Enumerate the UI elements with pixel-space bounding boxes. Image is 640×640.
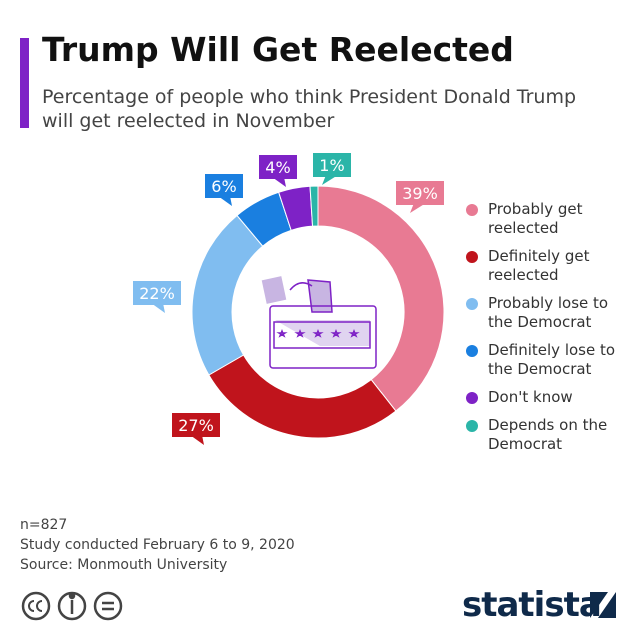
ballot-icon [261,276,377,369]
note: n=827 [20,517,68,533]
legend-swatch [466,251,478,263]
legend-swatch [466,345,478,357]
label-pointer [272,177,286,187]
legend-item: Don't know [466,388,631,407]
legend-label: Don't know [488,388,573,406]
label-box [396,181,444,205]
legend-item: Probably lose to the Democrat [466,294,631,332]
donut-slice [191,214,264,376]
data-label: 22% [139,284,175,303]
legend-item: Depends on the Democrat [466,416,631,454]
legend-swatch [466,420,478,432]
legend-label: Probably get reelected [488,200,583,237]
legend: Probably get reelected Definitely get ree… [466,200,631,463]
brand-logo [590,592,616,618]
label-box [259,155,297,179]
license-icons [21,591,123,621]
donut-slice [309,185,319,227]
legend-item: Definitely lose to the Democrat [466,341,631,379]
notes: n=827 Study conducted February 6 to 9, 20… [20,515,295,575]
legend-label: Depends on the Democrat [488,416,608,453]
label-pointer [322,175,338,185]
data-label: 39% [402,184,438,203]
legend-label: Definitely lose to the Democrat [488,341,616,378]
legend-label: Definitely get reelected [488,247,590,284]
brand: statista [462,585,602,625]
accent-bar [20,38,29,128]
legend-swatch [466,204,478,216]
label-pointer [151,303,165,313]
label-box [205,174,243,198]
label-box [313,153,351,177]
data-label: 4% [265,158,290,177]
legend-swatch [466,298,478,310]
data-label: 6% [211,177,236,196]
legend-item: Probably get reelected [466,200,631,238]
label-box [172,413,220,437]
data-label: 27% [178,416,214,435]
label-pointer [190,435,204,445]
label-pointer [218,196,232,206]
legend-label: Probably lose to the Democrat [488,294,609,331]
label-box [133,281,181,305]
note: Source: Monmouth University [20,557,228,573]
title: Trump Will Get Reelected [42,30,514,69]
donut-slice [317,185,445,412]
legend-item: Definitely get reelected [466,247,631,285]
subtitle: Percentage of people who think President… [42,86,577,132]
label-pointer [410,203,426,213]
note: Study conducted February 6 to 9, 2020 [20,537,295,553]
legend-swatch [466,392,478,404]
data-label: 1% [319,156,344,175]
